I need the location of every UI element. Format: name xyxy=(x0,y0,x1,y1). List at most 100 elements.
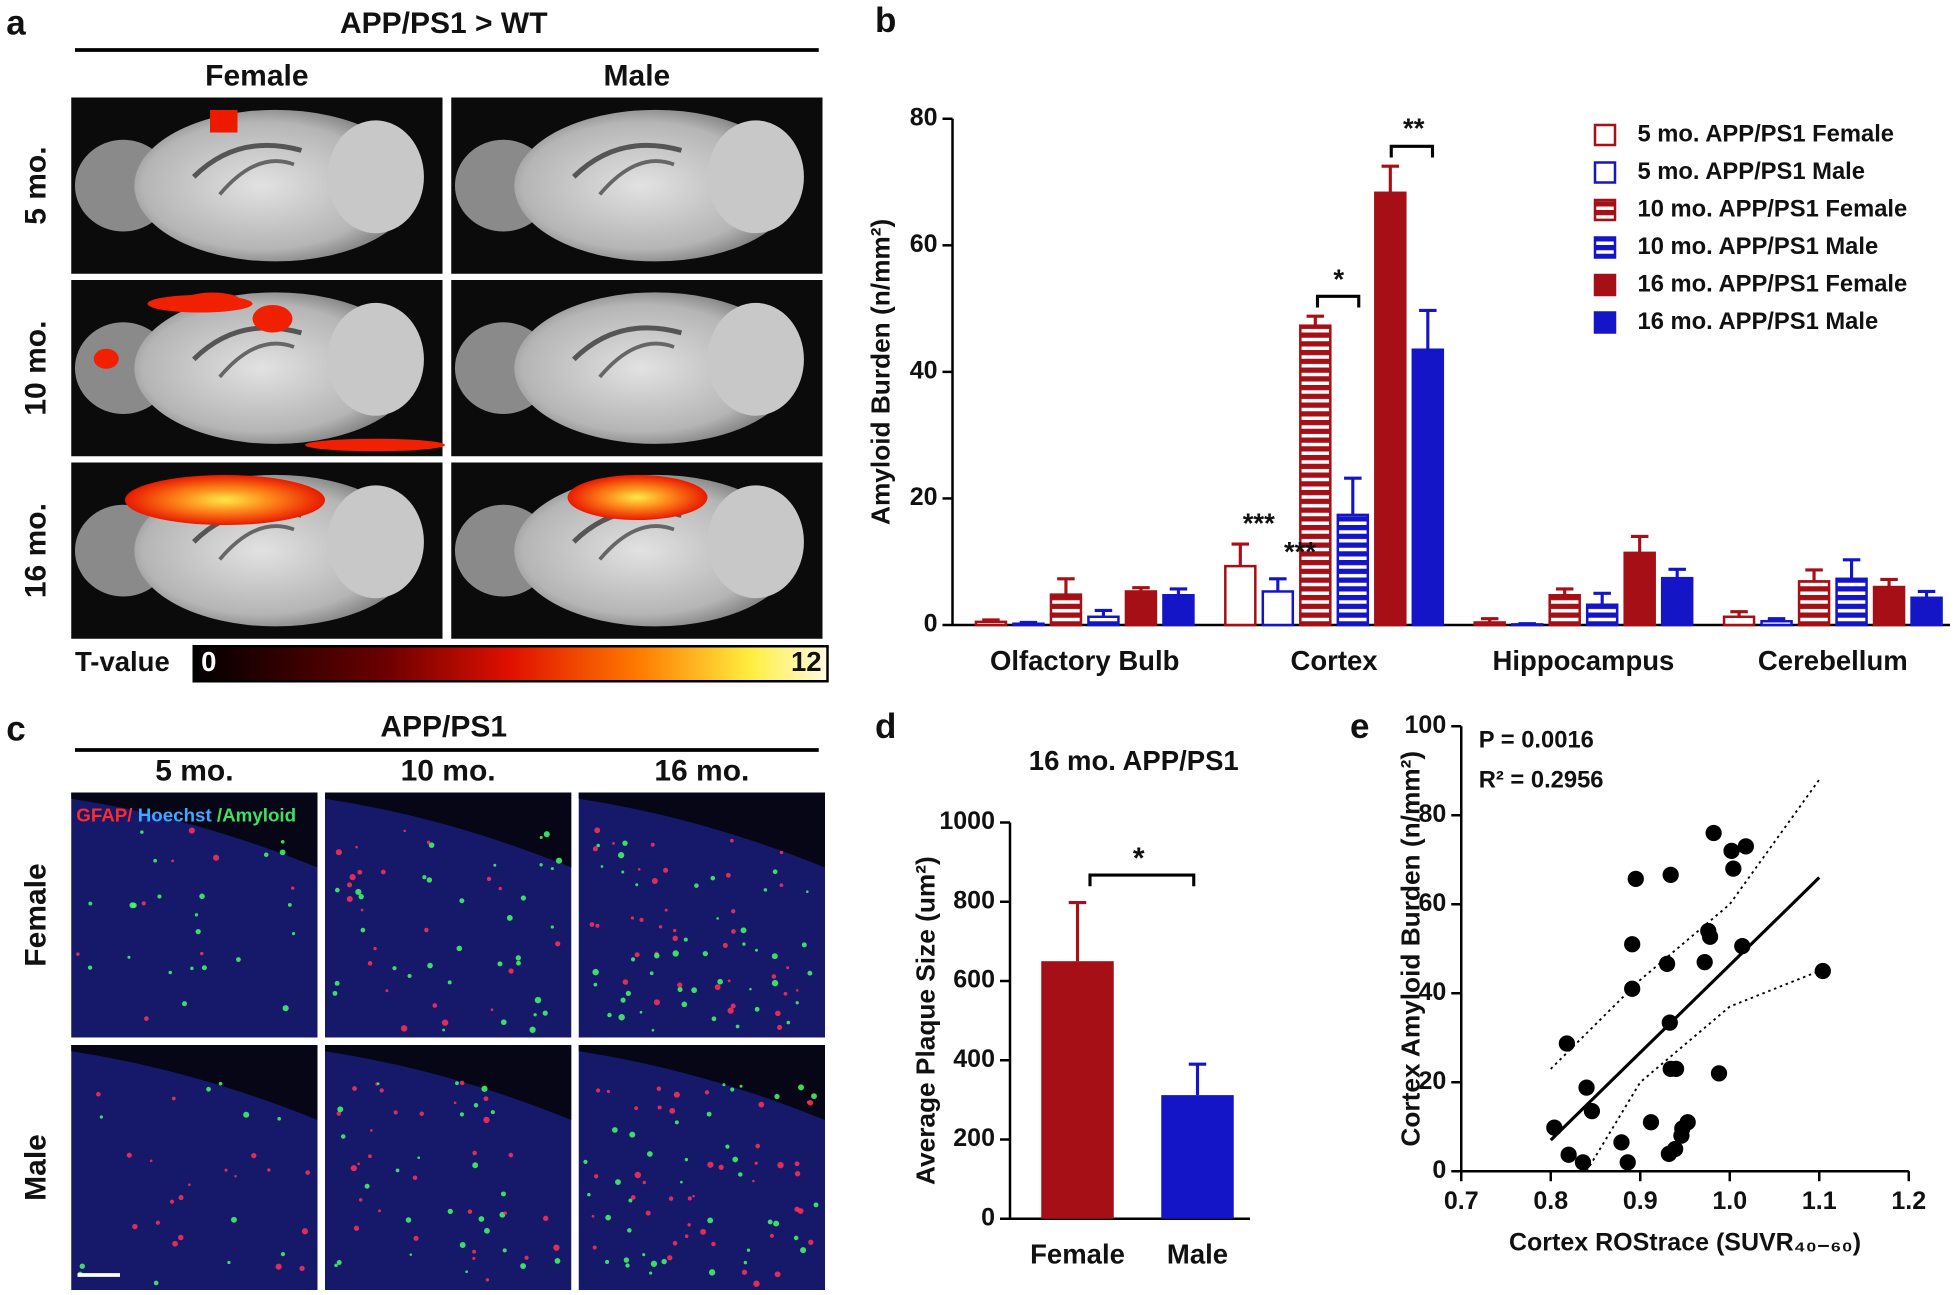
astrocyte xyxy=(419,1111,424,1116)
y-tick-label: 60 xyxy=(910,230,938,258)
plaque xyxy=(337,1106,344,1113)
x-tick-label: 0.8 xyxy=(1533,1187,1568,1215)
plaque xyxy=(651,1028,655,1032)
x-tick-label: Olfactory Bulb xyxy=(990,645,1179,676)
astrocyte xyxy=(441,1019,449,1026)
plaque xyxy=(740,927,747,934)
astrocyte xyxy=(677,982,683,988)
plaque xyxy=(795,1001,799,1005)
astrocyte xyxy=(775,1010,781,1017)
plaque xyxy=(593,982,598,987)
bar xyxy=(1872,585,1906,627)
plaque xyxy=(772,869,778,875)
astrocyte xyxy=(595,1088,601,1093)
plaque xyxy=(708,1269,716,1276)
astrocyte xyxy=(126,1152,132,1158)
legend-label: 10 mo. APP/PS1 Male xyxy=(1638,233,1879,260)
panel-title: APP/PS1 xyxy=(380,711,507,744)
plaque xyxy=(555,857,563,864)
legend-swatch xyxy=(1593,161,1617,184)
plaque xyxy=(201,965,207,971)
stain-name: /Amyloid xyxy=(212,804,296,825)
plaque xyxy=(506,914,513,921)
plaque xyxy=(516,960,521,966)
astrocyte xyxy=(188,1183,191,1186)
panel-label: a xyxy=(6,3,26,42)
astrocyte xyxy=(639,917,644,922)
astrocyte xyxy=(213,854,220,861)
plaque xyxy=(153,1280,159,1286)
plaque xyxy=(427,962,433,969)
astrocyte xyxy=(403,829,407,833)
astrocyte xyxy=(653,999,660,1006)
y-tick-label: 100 xyxy=(1405,711,1447,739)
y-tick-label: 40 xyxy=(1418,978,1446,1006)
astrocyte xyxy=(555,941,561,947)
plaque xyxy=(738,1172,743,1177)
plaque xyxy=(746,1248,751,1252)
point xyxy=(1661,1014,1678,1031)
astrocyte xyxy=(357,1162,360,1166)
plaque xyxy=(806,890,809,894)
error-bar xyxy=(1668,567,1686,579)
astrocyte xyxy=(714,984,721,991)
legend-label: 16 mo. APP/PS1 Male xyxy=(1638,308,1879,335)
astrocyte xyxy=(753,1280,760,1287)
astrocyte xyxy=(664,908,668,912)
legend-swatch xyxy=(1593,273,1617,297)
bar xyxy=(1585,603,1619,627)
astrocyte xyxy=(727,1007,734,1014)
significance-bracket xyxy=(1088,873,1196,887)
point xyxy=(1624,980,1641,997)
plaque xyxy=(683,937,688,942)
colorbar-label: T-value xyxy=(75,646,170,677)
activation-blob xyxy=(252,305,293,333)
plaque xyxy=(732,1156,739,1163)
plaque xyxy=(181,1001,188,1007)
astrocyte xyxy=(357,869,363,875)
astrocyte xyxy=(731,909,736,914)
plaque xyxy=(459,1112,465,1117)
error-bar xyxy=(1068,900,1087,962)
plaque xyxy=(358,893,364,900)
plaque xyxy=(99,1115,103,1119)
error-bar xyxy=(1593,591,1611,605)
point xyxy=(1583,1103,1601,1120)
regression-line xyxy=(1549,876,1821,1142)
plaque xyxy=(88,901,93,906)
point xyxy=(1701,928,1719,945)
x-tick-label: Cerebellum xyxy=(1758,645,1908,676)
column-header: 10 mo. xyxy=(401,754,496,787)
astrocyte xyxy=(141,901,146,906)
astrocyte xyxy=(771,974,777,979)
plaque xyxy=(280,1252,286,1257)
astrocyte xyxy=(722,942,728,948)
plaque xyxy=(605,1214,612,1221)
plaque xyxy=(277,1116,281,1121)
x-axis-label: Cortex ROStrace (SUVR₄₀₋₆₀) xyxy=(1509,1228,1861,1256)
astrocyte xyxy=(543,1215,549,1222)
legend-swatch xyxy=(1593,236,1617,259)
activation-blob xyxy=(125,475,325,525)
bar xyxy=(1124,590,1158,627)
row-header: 5 mo. xyxy=(19,146,52,224)
astrocyte xyxy=(299,1265,305,1272)
plaque xyxy=(218,1081,223,1086)
astrocyte xyxy=(634,1171,642,1179)
error-bar xyxy=(1344,476,1362,515)
bar xyxy=(1299,324,1332,627)
astrocyte xyxy=(178,1234,184,1241)
astrocyte xyxy=(786,966,790,970)
point xyxy=(1658,955,1676,973)
astrocyte xyxy=(144,1016,149,1021)
plaque xyxy=(231,1216,237,1223)
y-axis-label: Average Plaque Size (um²) xyxy=(910,856,940,1185)
astrocyte xyxy=(368,1154,372,1159)
plaque xyxy=(500,1019,507,1026)
mri-structure xyxy=(218,524,295,561)
tissue-edge xyxy=(578,792,825,868)
bar xyxy=(1411,348,1445,627)
x-tick-label: Cortex xyxy=(1291,645,1379,676)
point xyxy=(1734,937,1751,955)
